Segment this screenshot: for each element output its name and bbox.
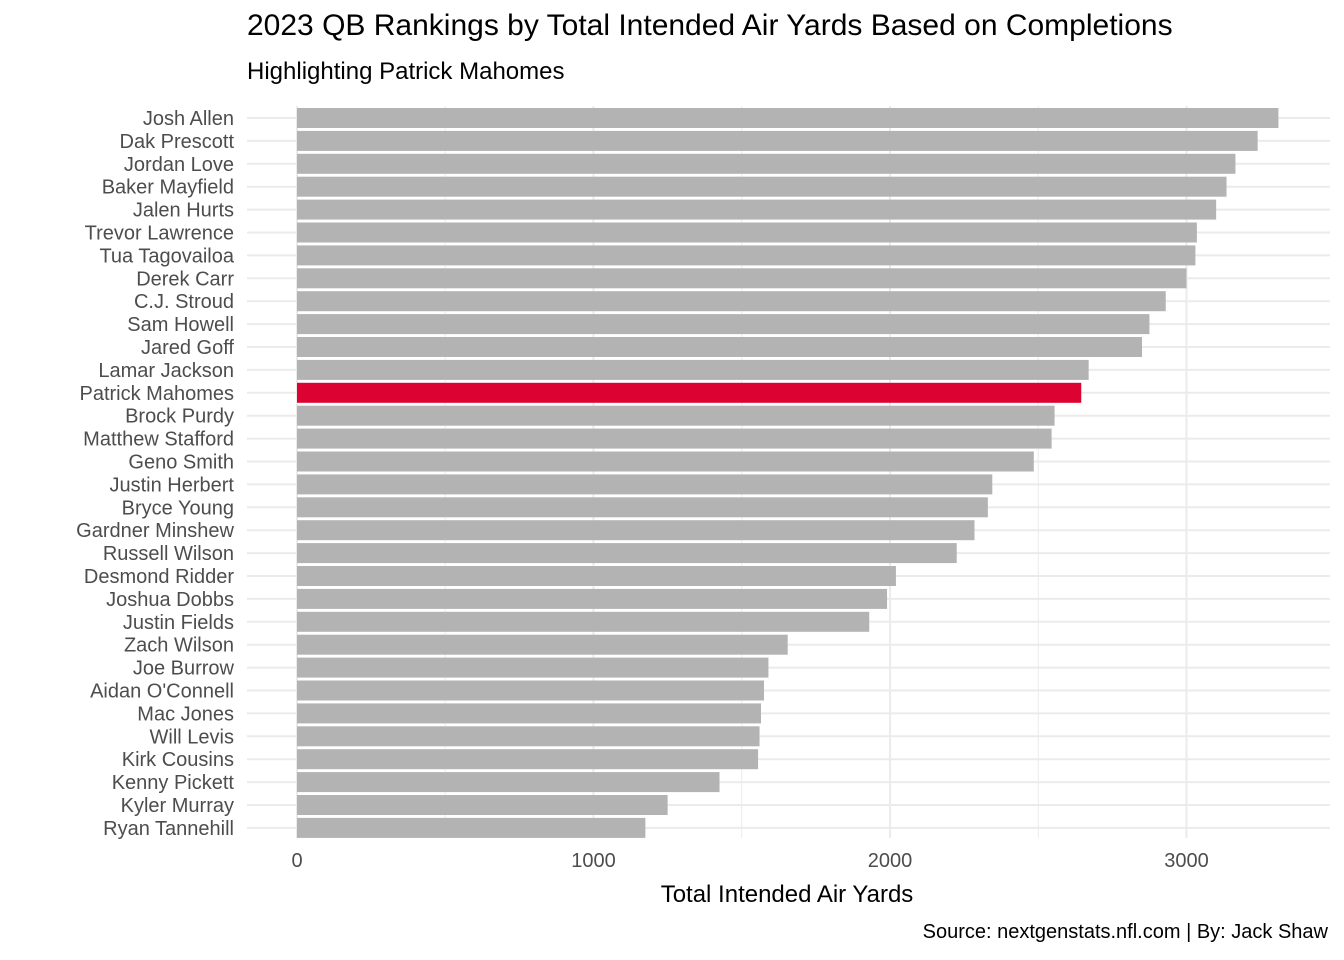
y-tick-label: Jalen Hurts — [133, 200, 234, 222]
bar — [297, 359, 1089, 380]
chart-caption: Source: nextgenstats.nfl.com | By: Jack … — [922, 921, 1328, 943]
y-tick-label: Jordan Love — [124, 154, 234, 176]
bar — [297, 520, 975, 541]
bar — [297, 291, 1166, 312]
x-tick-label: 2000 — [868, 850, 913, 872]
y-tick-label: Justin Herbert — [110, 474, 235, 496]
bar — [297, 566, 896, 586]
x-tick-label: 0 — [291, 850, 302, 872]
bar — [297, 405, 1055, 426]
bar — [297, 314, 1150, 335]
bar — [297, 153, 1236, 174]
y-tick-label: Joshua Dobbs — [106, 589, 234, 611]
bar — [297, 588, 888, 609]
bar — [297, 749, 759, 770]
bar — [297, 543, 957, 564]
x-tick-label: 3000 — [1164, 850, 1209, 872]
bar — [297, 611, 870, 632]
y-tick-label: Justin Fields — [123, 612, 234, 634]
bar — [297, 726, 760, 747]
y-tick-label: Patrick Mahomes — [80, 383, 235, 405]
y-tick-label: Sam Howell — [127, 314, 234, 336]
y-tick-label: Bryce Young — [122, 497, 234, 519]
y-tick-label: Russell Wilson — [103, 543, 234, 565]
y-tick-label: Tua Tagovailoa — [99, 245, 234, 267]
chart-title: 2023 QB Rankings by Total Intended Air Y… — [247, 9, 1173, 42]
bar — [297, 222, 1197, 243]
bar — [297, 497, 988, 518]
x-axis-labels: 0 1000 2000 3000 — [291, 850, 1208, 872]
bar — [297, 245, 1196, 266]
bar — [297, 703, 762, 724]
y-tick-label: Trevor Lawrence — [85, 223, 234, 245]
y-tick-label: Zach Wilson — [124, 635, 234, 657]
y-tick-label: Lamar Jackson — [98, 360, 234, 382]
bar — [297, 130, 1258, 151]
y-tick-label: Will Levis — [150, 726, 234, 748]
y-tick-label: Joe Burrow — [133, 658, 235, 680]
y-tick-label: Ryan Tannehill — [103, 818, 234, 840]
bar — [297, 795, 668, 815]
bar — [297, 199, 1217, 220]
bar — [297, 451, 1034, 472]
y-tick-label: Mac Jones — [137, 703, 234, 725]
y-tick-label: Kirk Cousins — [122, 749, 234, 771]
y-tick-label: Kenny Pickett — [112, 772, 235, 794]
bar — [297, 108, 1279, 128]
y-tick-label: Matthew Stafford — [83, 429, 234, 451]
x-tick-label: 1000 — [571, 850, 616, 872]
y-tick-label: Dak Prescott — [120, 131, 235, 153]
y-tick-label: Brock Purdy — [125, 406, 234, 428]
chart-subtitle: Highlighting Patrick Mahomes — [247, 58, 565, 85]
bar — [297, 176, 1227, 197]
bar-layer — [297, 108, 1279, 838]
bar — [297, 634, 788, 655]
y-tick-label: Baker Mayfield — [102, 177, 234, 199]
bar — [297, 817, 646, 838]
bar — [297, 772, 720, 793]
y-tick-label: Aidan O'Connell — [90, 681, 234, 703]
x-axis-title: Total Intended Air Yards — [661, 881, 914, 908]
bar-highlighted — [297, 382, 1082, 403]
y-tick-label: Geno Smith — [128, 452, 234, 474]
bar — [297, 428, 1052, 449]
y-tick-label: Desmond Ridder — [84, 566, 234, 588]
y-tick-label: Kyler Murray — [121, 795, 234, 817]
y-tick-label: Jared Goff — [141, 337, 234, 359]
bar — [297, 337, 1143, 357]
y-tick-label: Derek Carr — [136, 268, 234, 290]
y-tick-label: Josh Allen — [143, 108, 234, 130]
bar — [297, 680, 764, 701]
y-tick-label: C.J. Stroud — [134, 291, 234, 313]
bar — [297, 474, 993, 495]
bar — [297, 268, 1187, 289]
bar — [297, 657, 769, 678]
y-tick-label: Gardner Minshew — [76, 520, 234, 542]
